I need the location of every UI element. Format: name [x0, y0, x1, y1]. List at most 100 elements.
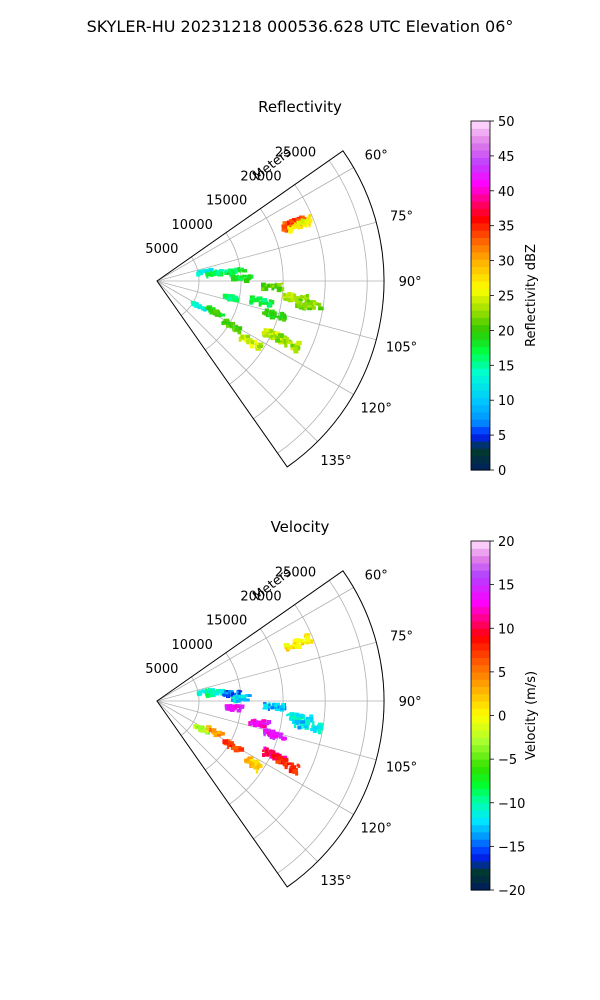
echo-cell — [262, 752, 266, 757]
colorbar-segment — [471, 817, 490, 826]
echo-cell — [263, 702, 267, 705]
echo-cell — [283, 758, 289, 762]
echo-cell — [206, 307, 212, 311]
echo-cell — [268, 333, 275, 336]
echo-cell — [292, 296, 297, 299]
colorbar-segment — [471, 671, 490, 680]
echo-cell — [222, 321, 227, 324]
echo-cell — [234, 327, 240, 332]
echo-cell — [275, 338, 280, 343]
echo-cell — [276, 734, 282, 737]
echo-cell — [271, 284, 275, 288]
echo-cell — [308, 214, 312, 218]
echo-cell — [253, 339, 257, 344]
echo-cell — [290, 346, 295, 351]
colorbar-tick-label: 10 — [498, 622, 515, 637]
colorbar-segment — [471, 280, 490, 289]
echo-cell — [296, 220, 302, 226]
colorbar-segment — [471, 788, 490, 797]
echo-cell — [261, 283, 265, 287]
echo-patch — [230, 694, 252, 704]
echo-cell — [282, 313, 286, 318]
colorbar-segment — [471, 831, 490, 840]
echo-cell — [219, 688, 225, 694]
echo-cell — [279, 317, 282, 321]
echo-cell — [213, 309, 220, 314]
azimuth-tick-label: 135° — [320, 454, 351, 469]
echo-cell — [288, 229, 293, 234]
azimuth-gridline — [156, 280, 318, 442]
echo-cell — [303, 302, 309, 306]
echo-patch — [222, 689, 243, 699]
colorbar-tick-label: 50 — [498, 115, 515, 130]
echo-cell — [292, 715, 299, 721]
echo-cell — [223, 693, 226, 698]
echo-cell — [241, 274, 245, 279]
echo-cell — [273, 313, 276, 316]
echo-cell — [267, 731, 271, 736]
echo-patch — [193, 724, 210, 735]
colorbar-tick-label: 40 — [498, 185, 515, 200]
echo-cell — [263, 746, 267, 751]
echo-cell — [250, 297, 253, 301]
echo-cell — [266, 720, 272, 725]
colorbar-tick-label: 35 — [498, 220, 515, 235]
azimuth-tick-label: 120° — [361, 402, 392, 417]
echo-cell — [296, 223, 300, 228]
colorbar-segment — [471, 657, 490, 666]
echo-cell — [283, 643, 289, 648]
colorbar-segment — [471, 664, 490, 673]
echo-cell — [318, 306, 324, 311]
echo-cell — [293, 345, 299, 348]
colorbar-segment — [471, 455, 490, 464]
echo-cell — [226, 296, 229, 300]
azimuth-gridline — [156, 280, 354, 395]
colorbar-segment — [471, 802, 490, 811]
colorbar-segment — [471, 860, 490, 869]
colorbar-segment — [471, 331, 490, 340]
colorbar-tick-label: 15 — [498, 579, 515, 594]
echo-cell — [307, 307, 312, 311]
echo-cell — [261, 719, 267, 723]
radial-tick-label: 15000 — [206, 194, 247, 209]
echo-cell — [296, 296, 303, 300]
echo-cell — [253, 766, 259, 770]
echo-cell — [226, 693, 231, 698]
echo-cell — [290, 343, 296, 348]
echo-patch — [205, 269, 225, 279]
range-ring — [204, 232, 242, 351]
echo-cell — [217, 734, 221, 737]
echo-cell — [300, 642, 305, 646]
echo-cell — [258, 763, 263, 768]
echo-cell — [291, 762, 295, 767]
echo-cell — [304, 633, 311, 638]
echo-cell — [291, 643, 296, 646]
azimuth-gridline — [156, 587, 354, 702]
colorbar-segment — [471, 730, 490, 738]
panel-title: Velocity — [271, 518, 330, 536]
echo-cell — [295, 644, 302, 650]
azimuth-tick-label: 60° — [365, 148, 388, 163]
echo-cell — [240, 334, 244, 339]
echo-cell — [297, 725, 302, 730]
echo-cell — [206, 725, 212, 728]
echo-cell — [234, 296, 238, 300]
echo-cell — [235, 698, 240, 703]
colorbar-segment — [471, 839, 490, 847]
echo-cell — [204, 731, 208, 735]
echo-cell — [212, 728, 217, 733]
echo-cell — [293, 639, 297, 643]
colorbar-segment — [471, 875, 490, 884]
colorbar-tick-label: 45 — [498, 150, 515, 165]
echo-cell — [209, 308, 213, 312]
echo-cell — [204, 688, 208, 693]
colorbar-segment — [471, 440, 490, 449]
echo-cell — [292, 224, 298, 228]
echo-cell — [289, 220, 295, 224]
colorbar-tick-label: 20 — [498, 324, 515, 339]
echo-cell — [299, 215, 305, 220]
echo-cell — [208, 687, 211, 691]
echo-cell — [245, 335, 251, 339]
echo-cell — [228, 296, 233, 300]
colorbar-tick-label: −20 — [498, 884, 525, 899]
